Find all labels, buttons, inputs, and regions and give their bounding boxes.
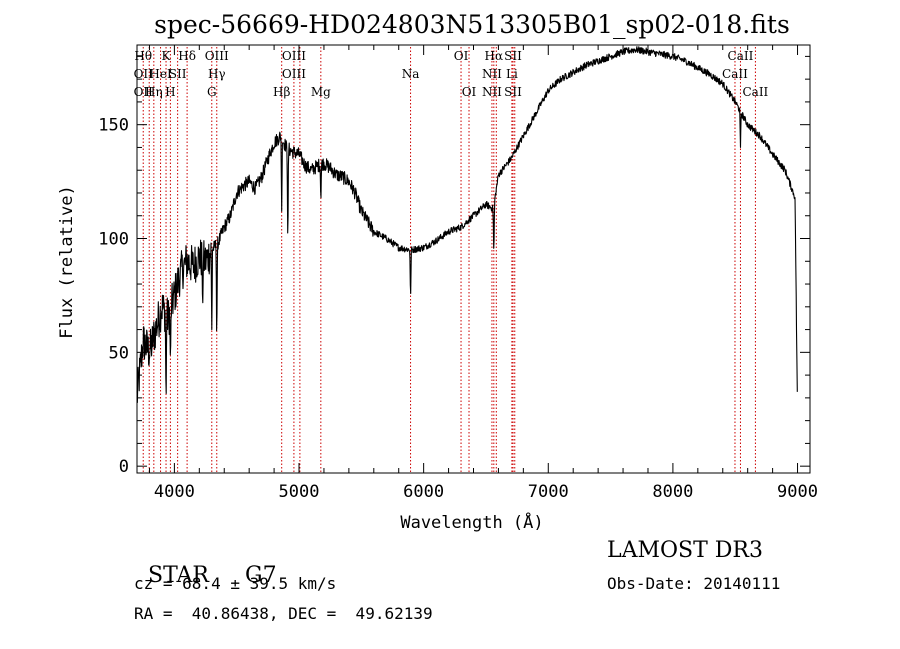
line-marker-label: SII — [504, 49, 522, 63]
obs-date-text: Obs-Date: 20140111 — [607, 574, 781, 593]
line-marker-label: Hα — [485, 49, 504, 63]
x-tick-label: 8000 — [652, 482, 693, 502]
line-marker-label: CaII — [722, 67, 748, 81]
line-marker-label: SII — [504, 85, 522, 99]
y-tick-label: 50 — [109, 343, 129, 363]
redshift-text: cz = 68.4 ± 39.5 km/s — [134, 574, 337, 593]
line-marker-label: K — [162, 49, 172, 63]
x-tick-label: 6000 — [403, 482, 444, 502]
y-tick-label: 150 — [98, 116, 129, 136]
line-marker-label: OI — [454, 49, 469, 63]
line-marker-label: NII — [482, 85, 502, 99]
line-marker-label: Hδ — [178, 49, 196, 63]
spectrum-series — [136, 46, 798, 404]
x-tick-label: 5000 — [279, 482, 320, 502]
chart-title: spec-56669-HD024803N513305B01_sp02-018.f… — [154, 10, 790, 39]
line-marker-label: Hβ — [273, 85, 290, 99]
line-marker-label: HeI — [149, 67, 172, 81]
survey-label: LAMOST DR3 — [607, 538, 763, 563]
line-marker-label: Hθ — [134, 49, 152, 63]
line-marker-label: H — [165, 85, 175, 99]
line-marker-label: Li — [506, 67, 518, 81]
line-marker-label: Hη — [145, 85, 163, 99]
x-tick-label: 7000 — [528, 482, 569, 502]
line-marker-label: OIII — [282, 49, 306, 63]
line-marker-label: Hγ — [208, 67, 226, 81]
line-marker-label: NII — [482, 67, 502, 81]
y-tick-label: 0 — [119, 457, 129, 477]
line-marker-label: G — [207, 85, 217, 99]
y-axis-label: Flux (relative) — [57, 185, 77, 339]
class-label: STAR — [148, 563, 209, 588]
line-marker-label: OIII — [205, 49, 229, 63]
x-axis-ticks: 4000 5000 6000 7000 8000 9000 — [148, 45, 818, 502]
x-tick-label: 9000 — [777, 482, 818, 502]
line-marker-label: OII — [134, 85, 154, 99]
line-marker-label: SII — [169, 67, 187, 81]
line-marker-label: CaII — [728, 49, 754, 63]
coordinates-text: RA = 40.86438, DEC = 49.62139 — [134, 604, 433, 623]
spectral-line-labels: HθOIIOIIHηHeIKHSIIHδGOIIIHγHβOIIIOIIIMgN… — [134, 49, 769, 99]
line-marker-label: Mg — [311, 85, 331, 99]
object-class: STAR G7 — [134, 538, 277, 588]
y-axis-ticks: 0 50 100 150 — [98, 55, 810, 477]
line-marker-label: OIII — [282, 67, 306, 81]
line-marker-label: OI — [462, 85, 477, 99]
spectral-line-markers — [142, 47, 756, 473]
x-tick-label: 4000 — [154, 482, 195, 502]
y-tick-label: 100 — [98, 230, 129, 250]
x-axis-label: Wavelength (Å) — [400, 511, 543, 533]
subclass-label: G7 — [245, 563, 277, 588]
line-marker-label: CaII — [742, 85, 768, 99]
spectrum-line — [136, 46, 798, 404]
line-marker-label: OII — [134, 67, 154, 81]
plot-frame — [136, 44, 811, 474]
line-marker-label: Na — [402, 67, 420, 81]
